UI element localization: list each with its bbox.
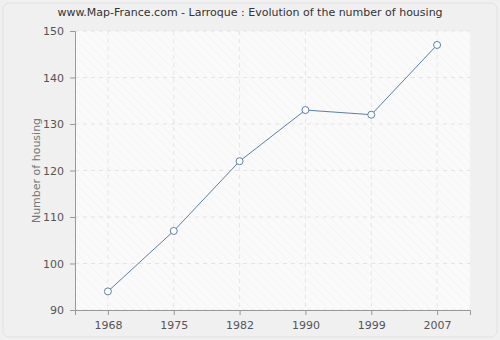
tick: 1999 — [358, 310, 386, 332]
tick-label: 1982 — [226, 319, 254, 332]
tick-label: 1990 — [292, 319, 320, 332]
axis-line — [70, 32, 76, 311]
grid-line — [173, 31, 174, 310]
tick-mark — [240, 310, 241, 315]
marker — [170, 227, 177, 234]
series — [104, 41, 440, 294]
tick: 150 — [43, 25, 75, 38]
grid-line — [75, 31, 470, 32]
tick-mark — [70, 31, 75, 32]
tick-mark — [70, 124, 75, 125]
tick: 110 — [43, 211, 75, 224]
grid-line — [75, 124, 470, 125]
tick-label: 90 — [50, 304, 64, 317]
x-axis: 1968 1975 1982 1990 1999 2007 — [76, 310, 471, 332]
y-axis: 90 100 110 120 130 140 150 — [43, 25, 76, 317]
tick: 90 — [50, 304, 75, 317]
tick-label: 130 — [43, 118, 64, 131]
tick-mark — [371, 310, 372, 315]
background — [0, 0, 500, 340]
y-axis-title: Number of housing — [30, 118, 43, 223]
tick-label: 120 — [43, 165, 64, 178]
tick-mark — [70, 171, 75, 172]
tick: 1982 — [226, 310, 254, 332]
marker — [434, 41, 441, 48]
tick: 100 — [43, 258, 75, 271]
plot: 90 100 110 120 130 140 150 1968 1975 1982 1990 1999… — [43, 25, 471, 332]
tick-mark — [108, 310, 109, 315]
tick: 1968 — [94, 310, 122, 332]
tick-mark — [437, 310, 438, 315]
plot-area — [75, 31, 470, 310]
tick-mark — [305, 310, 306, 315]
grid-line — [75, 217, 470, 218]
grid-line — [75, 263, 470, 264]
chart: 90 100 110 120 130 140 150 1968 1975 1982 1990 1999… — [0, 0, 500, 340]
tick-label: 1975 — [160, 319, 188, 332]
tick-label: 150 — [43, 25, 64, 38]
tick: 1975 — [160, 310, 188, 332]
tick-mark — [70, 78, 75, 79]
tick-label: 2007 — [424, 319, 452, 332]
tick: 1990 — [292, 310, 320, 332]
grid — [75, 31, 470, 310]
tick-label: 140 — [43, 72, 64, 85]
title: www.Map-France.com - Larroque : Evolutio… — [57, 6, 442, 19]
tick: 120 — [43, 165, 75, 178]
grid-line — [75, 77, 470, 78]
tick: 130 — [43, 118, 75, 131]
tick-label: 100 — [43, 258, 64, 271]
tick-mark — [70, 264, 75, 265]
marker — [368, 111, 375, 118]
grid-line — [305, 31, 306, 310]
tick-label: 1968 — [94, 319, 122, 332]
marker — [104, 288, 111, 295]
tick: 140 — [43, 72, 75, 85]
tick-mark — [70, 310, 75, 311]
grid-line — [371, 31, 372, 310]
grid-line — [437, 31, 438, 310]
tick-mark — [70, 217, 75, 218]
marker — [302, 107, 309, 114]
tick-label: 1999 — [358, 319, 386, 332]
tick-mark — [174, 310, 175, 315]
grid-line — [75, 170, 470, 171]
axis-line — [76, 311, 471, 316]
grid-line — [107, 31, 108, 310]
marker — [236, 158, 243, 165]
tick: 2007 — [424, 310, 452, 332]
line — [108, 45, 437, 291]
tick-label: 110 — [43, 211, 64, 224]
grid-line — [239, 31, 240, 310]
frame — [3, 3, 497, 337]
